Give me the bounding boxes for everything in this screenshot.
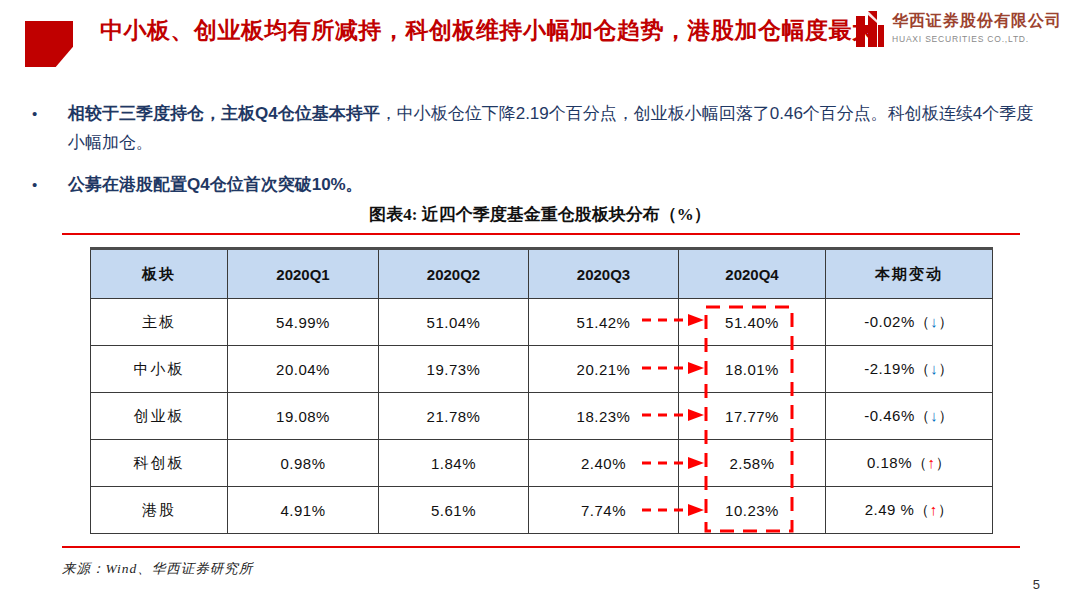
col-header-2020q1: 2020Q1 (228, 249, 379, 299)
table-row-chinext: 创业板 19.08% 21.78% 18.23% 17.77% -0.46%（↓… (91, 393, 993, 440)
cell-q3: 7.74% (529, 487, 679, 534)
cell-q1: 19.08% (228, 393, 379, 440)
cell-q1: 0.98% (228, 440, 379, 487)
row-label: 中小板 (91, 346, 228, 393)
cell-q3: 2.40% (529, 440, 679, 487)
cell-q3: 51.42% (529, 299, 679, 346)
table-header-row: 板块 2020Q1 2020Q2 2020Q3 2020Q4 本期变动 (91, 249, 993, 299)
figure-title: 图表4: 近四个季度基金重仓股板块分布（%） (0, 203, 1080, 226)
cell-q4: 2.58% (679, 440, 826, 487)
logo-company-name-en: HUAXI SECURITIES CO.,LTD. (892, 34, 1062, 44)
cell-q3: 18.23% (529, 393, 679, 440)
col-header-2020q2: 2020Q2 (379, 249, 529, 299)
cell-q2: 19.73% (379, 346, 529, 393)
cell-change: -2.19%（↓） (826, 346, 993, 393)
logo-company-name-cn: 华西证券股份有限公司 (892, 11, 1062, 32)
row-label: 主板 (91, 299, 228, 346)
col-header-2020q3: 2020Q3 (529, 249, 679, 299)
row-label: 科创板 (91, 440, 228, 487)
report-slide: 中小板、创业板均有所减持，科创板维持小幅加仓趋势，港股加仓幅度最大 华西证券股份… (0, 0, 1080, 607)
cell-q1: 4.91% (228, 487, 379, 534)
fund-allocation-table: 板块 2020Q1 2020Q2 2020Q3 2020Q4 本期变动 主板 5… (90, 247, 993, 534)
col-header-sector: 板块 (91, 249, 228, 299)
bottom-divider-line (62, 546, 1020, 548)
top-divider-line (62, 233, 1020, 235)
cell-q4: 10.23% (679, 487, 826, 534)
cell-change: 2.49 %（↑） (826, 487, 993, 534)
logo-text: 华西证券股份有限公司 HUAXI SECURITIES CO.,LTD. (892, 11, 1062, 44)
cell-q2: 5.61% (379, 487, 529, 534)
col-header-change: 本期变动 (826, 249, 993, 299)
cell-q2: 21.78% (379, 393, 529, 440)
bullet-point-1: 相较于三季度持仓，主板Q4仓位基本持平，中小板仓位下降2.19个百分点，创业板小… (68, 99, 1050, 157)
table-row-main-board: 主板 54.99% 51.04% 51.42% 51.40% -0.02%（↓） (91, 299, 993, 346)
table-row-hk-stocks: 港股 4.91% 5.61% 7.74% 10.23% 2.49 %（↑） (91, 487, 993, 534)
cell-q1: 54.99% (228, 299, 379, 346)
cell-change: -0.02%（↓） (826, 299, 993, 346)
col-header-2020q4: 2020Q4 (679, 249, 826, 299)
cell-change: 0.18%（↑） (826, 440, 993, 487)
cell-q4: 17.77% (679, 393, 826, 440)
cell-change: -0.46%（↓） (826, 393, 993, 440)
bullet-point-2: 公募在港股配置Q4仓位首次突破10%。 (68, 170, 1050, 199)
title-marker-shape (25, 21, 73, 67)
cell-q2: 51.04% (379, 299, 529, 346)
up-arrow-icon: ↑ (930, 501, 938, 518)
bullet-1-lead: 相较于三季度持仓，主板Q4仓位基本持平 (68, 104, 380, 123)
cell-q4: 18.01% (679, 346, 826, 393)
row-label: 港股 (91, 487, 228, 534)
page-number: 5 (1033, 577, 1040, 592)
row-label: 创业板 (91, 393, 228, 440)
cell-q1: 20.04% (228, 346, 379, 393)
cell-q4: 51.40% (679, 299, 826, 346)
source-note: 来源：Wind、华西证券研究所 (62, 560, 253, 578)
huaxi-h-icon (855, 11, 885, 48)
cell-q3: 20.21% (529, 346, 679, 393)
cell-q2: 1.84% (379, 440, 529, 487)
page-title: 中小板、创业板均有所减持，科创板维持小幅加仓趋势，港股加仓幅度最大 (100, 15, 900, 45)
table-row-star-market: 科创板 0.98% 1.84% 2.40% 2.58% 0.18%（↑） (91, 440, 993, 487)
bullet-2-lead: 公募在港股配置Q4仓位首次突破10%。 (68, 175, 363, 194)
table-row-sme-board: 中小板 20.04% 19.73% 20.21% 18.01% -2.19%（↓… (91, 346, 993, 393)
up-arrow-icon: ↑ (928, 454, 936, 471)
company-logo: 华西证券股份有限公司 HUAXI SECURITIES CO.,LTD. (855, 11, 1062, 48)
